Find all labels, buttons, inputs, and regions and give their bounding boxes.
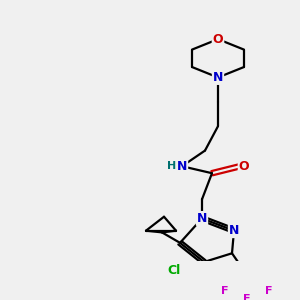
Text: N: N <box>197 212 207 225</box>
Text: F: F <box>221 286 229 296</box>
Text: N: N <box>177 160 187 173</box>
Text: O: O <box>213 33 223 46</box>
Text: Cl: Cl <box>167 264 181 277</box>
Text: O: O <box>239 160 249 173</box>
Text: F: F <box>265 286 273 296</box>
Text: N: N <box>213 71 223 84</box>
Text: N: N <box>229 224 239 237</box>
Text: H: H <box>167 161 177 171</box>
Text: F: F <box>243 294 251 300</box>
